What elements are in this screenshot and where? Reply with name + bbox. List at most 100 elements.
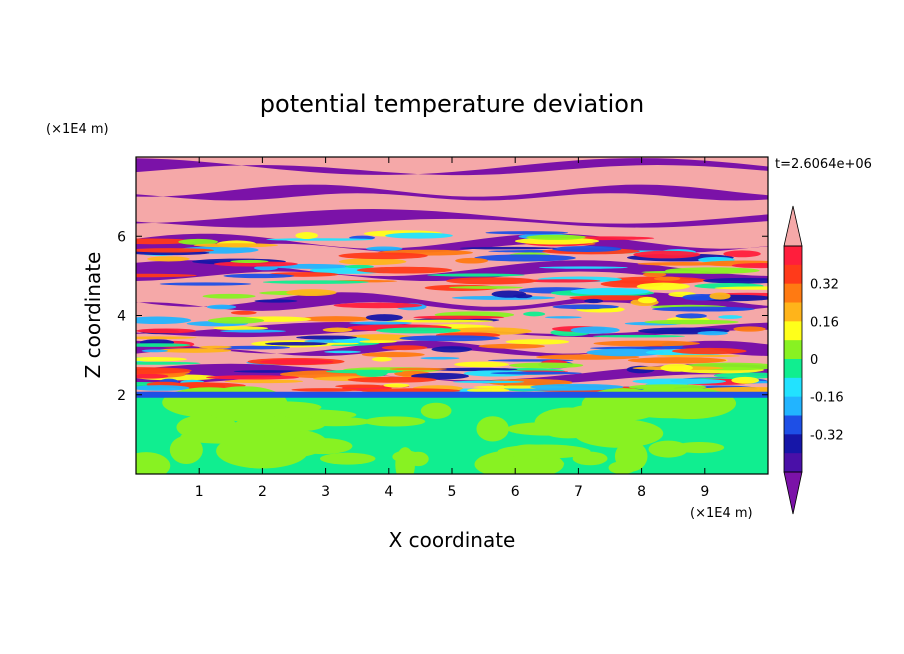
- mixing-streak: [570, 287, 650, 296]
- mixing-streak: [642, 272, 667, 277]
- mixing-streak: [359, 340, 397, 344]
- mixing-streak: [545, 316, 582, 319]
- mixing-streak: [413, 315, 505, 320]
- mixing-streak: [366, 246, 403, 251]
- mixing-streak: [644, 319, 739, 325]
- mixing-streak: [371, 357, 393, 362]
- colorbar: 0.32 0.16 0 -0.16 -0.32: [783, 205, 844, 515]
- mixing-streak: [718, 315, 743, 319]
- mixing-streak: [637, 262, 729, 266]
- mixing-streak: [254, 299, 298, 303]
- mixing-streak: [653, 276, 681, 281]
- mixing-streak: [147, 256, 190, 262]
- x-unit-label: (×1E4 m): [690, 506, 753, 521]
- mixing-streak: [703, 277, 768, 284]
- mixing-streak: [656, 354, 741, 358]
- mixing-streak: [136, 357, 187, 362]
- mixing-streak: [523, 311, 546, 317]
- mixing-streak: [714, 286, 768, 290]
- mixing-streak: [420, 356, 460, 360]
- lower-blob: [608, 461, 636, 474]
- lower-field-blobs: [136, 386, 768, 474]
- mixing-streak: [295, 232, 319, 239]
- mixing-streak: [633, 250, 701, 259]
- mixing-streak: [386, 319, 494, 323]
- lower-blob: [420, 402, 452, 419]
- mixing-streak: [584, 298, 604, 304]
- mixing-streak: [665, 267, 760, 274]
- x-axis-ticks: 1 2 3 4 5 6 7 8 9: [195, 157, 709, 500]
- lower-blob: [180, 429, 265, 444]
- mixing-streak: [509, 362, 584, 369]
- colorbar-segment: [784, 264, 802, 285]
- mixing-streak: [731, 263, 768, 269]
- mixing-streak: [636, 282, 690, 291]
- mixing-streak: [347, 376, 437, 383]
- mixing-streak: [637, 296, 657, 304]
- mixing-streak: [206, 304, 237, 310]
- mixing-streak: [592, 334, 686, 338]
- mixing-streak: [627, 357, 727, 364]
- mixing-streak: [299, 316, 372, 322]
- lower-blob: [364, 416, 426, 427]
- mixing-streak: [652, 306, 755, 312]
- mixing-streak: [526, 234, 586, 240]
- mixing-streak: [213, 261, 298, 267]
- mixing-streak: [431, 346, 473, 353]
- lower-blob: [572, 451, 608, 466]
- mixing-streak: [709, 292, 731, 300]
- mixing-streak: [233, 370, 303, 373]
- mixing-streak: [230, 310, 257, 315]
- y-axis-ticks: 2 4 6: [117, 229, 768, 404]
- mixing-streak: [586, 348, 664, 357]
- mixing-streak: [223, 273, 295, 279]
- mixing-streak: [525, 279, 601, 283]
- mixing-streak: [385, 232, 453, 239]
- y-axis-label: Z coordinate: [81, 252, 105, 379]
- mixing-streak: [455, 257, 489, 264]
- lower-blob: [200, 386, 288, 422]
- negative-band: [136, 184, 768, 201]
- mixing-streak: [136, 343, 191, 347]
- mixing-streak: [141, 349, 168, 353]
- mixing-streak: [675, 313, 707, 319]
- y-tick-label: 4: [117, 309, 126, 325]
- mixing-streak: [632, 378, 727, 385]
- mixing-streak: [207, 317, 265, 324]
- mixing-streak: [338, 252, 428, 260]
- mixing-streak: [485, 231, 569, 235]
- colorbar-segment: [784, 377, 802, 398]
- mixing-streak: [731, 376, 760, 384]
- colorbar-tick-label: 0: [810, 353, 818, 368]
- mixing-streak: [156, 348, 232, 353]
- mixing-streak: [356, 369, 388, 377]
- mixing-streak: [570, 326, 620, 334]
- negative-band: [136, 158, 768, 176]
- x-tick-label: 3: [321, 484, 330, 500]
- mixing-streak: [593, 340, 700, 347]
- negative-band: [136, 209, 768, 228]
- mixing-streak: [538, 266, 628, 269]
- heatmap-field: [136, 157, 768, 474]
- negative-band: [136, 260, 768, 281]
- mixing-streak: [449, 286, 523, 289]
- mixing-streak: [723, 250, 761, 258]
- colorbar-segment: [784, 283, 802, 303]
- mixing-streak: [361, 352, 425, 358]
- x-tick-label: 4: [384, 484, 393, 500]
- colorbar-tick-label: -0.16: [810, 391, 844, 406]
- mixing-streak: [349, 321, 412, 325]
- mixing-streak: [697, 331, 729, 336]
- lower-blob: [169, 435, 203, 465]
- mixing-streak: [514, 237, 600, 245]
- colorbar-segment: [784, 340, 802, 360]
- mixing-streak: [136, 336, 197, 340]
- mixing-streak: [430, 367, 518, 372]
- mixing-streak: [220, 329, 287, 333]
- lower-blob: [648, 440, 689, 458]
- x-axis-label: X coordinate: [389, 528, 516, 552]
- mixing-streak: [218, 345, 291, 350]
- mixing-streak: [136, 367, 192, 374]
- mixing-streak: [262, 280, 369, 284]
- negative-band: [136, 363, 768, 385]
